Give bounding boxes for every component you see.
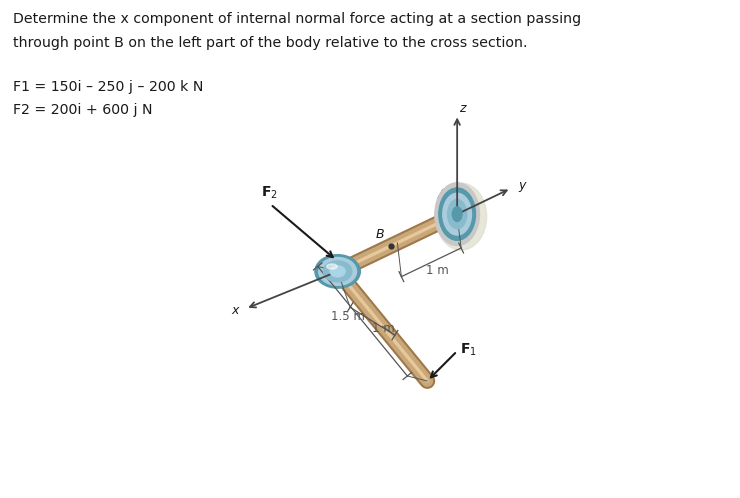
Ellipse shape	[330, 266, 345, 277]
Ellipse shape	[319, 257, 357, 285]
Text: z: z	[459, 102, 465, 115]
Text: 1.5 m: 1.5 m	[331, 310, 365, 323]
Text: through point B on the left part of the body relative to the cross section.: through point B on the left part of the …	[13, 36, 528, 50]
Ellipse shape	[315, 254, 360, 288]
Text: A: A	[438, 188, 446, 201]
Text: F1 = 150i – 250 j – 200 k N: F1 = 150i – 250 j – 200 k N	[13, 80, 204, 94]
Ellipse shape	[439, 188, 476, 240]
Text: x: x	[231, 304, 238, 317]
Ellipse shape	[323, 261, 352, 282]
Ellipse shape	[327, 264, 337, 269]
Ellipse shape	[452, 207, 462, 222]
Text: $\mathbf{F}_1$: $\mathbf{F}_1$	[460, 342, 477, 358]
Text: F2 = 200i + 600 j N: F2 = 200i + 600 j N	[13, 103, 153, 117]
Text: 1 m: 1 m	[372, 322, 395, 335]
Text: y: y	[518, 179, 525, 192]
Text: $\mathbf{F}_2$: $\mathbf{F}_2$	[261, 185, 278, 201]
Ellipse shape	[448, 200, 467, 229]
Ellipse shape	[435, 183, 480, 246]
Text: B: B	[376, 228, 385, 241]
Ellipse shape	[436, 183, 487, 250]
Text: 1 m: 1 m	[425, 264, 448, 277]
Text: Determine the x component of internal normal force acting at a section passing: Determine the x component of internal no…	[13, 12, 582, 26]
Ellipse shape	[443, 193, 471, 235]
